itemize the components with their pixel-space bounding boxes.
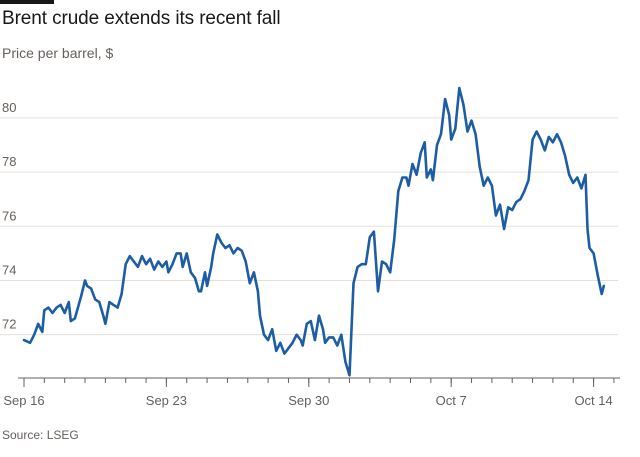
y-tick-label-72: 72 xyxy=(2,317,16,332)
y-tick-label-74: 74 xyxy=(2,262,16,277)
y-axis-labels: 72 74 76 78 80 xyxy=(2,100,16,332)
chart-subtitle: Price per barrel, $ xyxy=(2,45,114,61)
x-tick-label-sep-23: Sep 23 xyxy=(146,393,187,408)
x-tick-label-sep-16: Sep 16 xyxy=(3,393,44,408)
y-tick-label-76: 76 xyxy=(2,208,16,223)
x-tick-label-oct-7: Oct 7 xyxy=(436,393,467,408)
y-tick-label-78: 78 xyxy=(2,154,16,169)
x-axis: Sep 16 Sep 23 Sep 30 Oct 7 Oct 14 xyxy=(3,377,620,408)
chart-title: Brent crude extends its recent fall xyxy=(2,8,281,29)
brand-bar xyxy=(0,0,54,4)
series-line-brent-crude xyxy=(22,86,606,377)
grid xyxy=(0,117,618,336)
x-tick-label-oct-14: Oct 14 xyxy=(574,393,612,408)
source-note: Source: LSEG xyxy=(2,428,79,442)
y-tick-label-80: 80 xyxy=(2,100,16,115)
series-layer xyxy=(22,86,606,377)
x-tick-label-sep-30: Sep 30 xyxy=(288,393,329,408)
